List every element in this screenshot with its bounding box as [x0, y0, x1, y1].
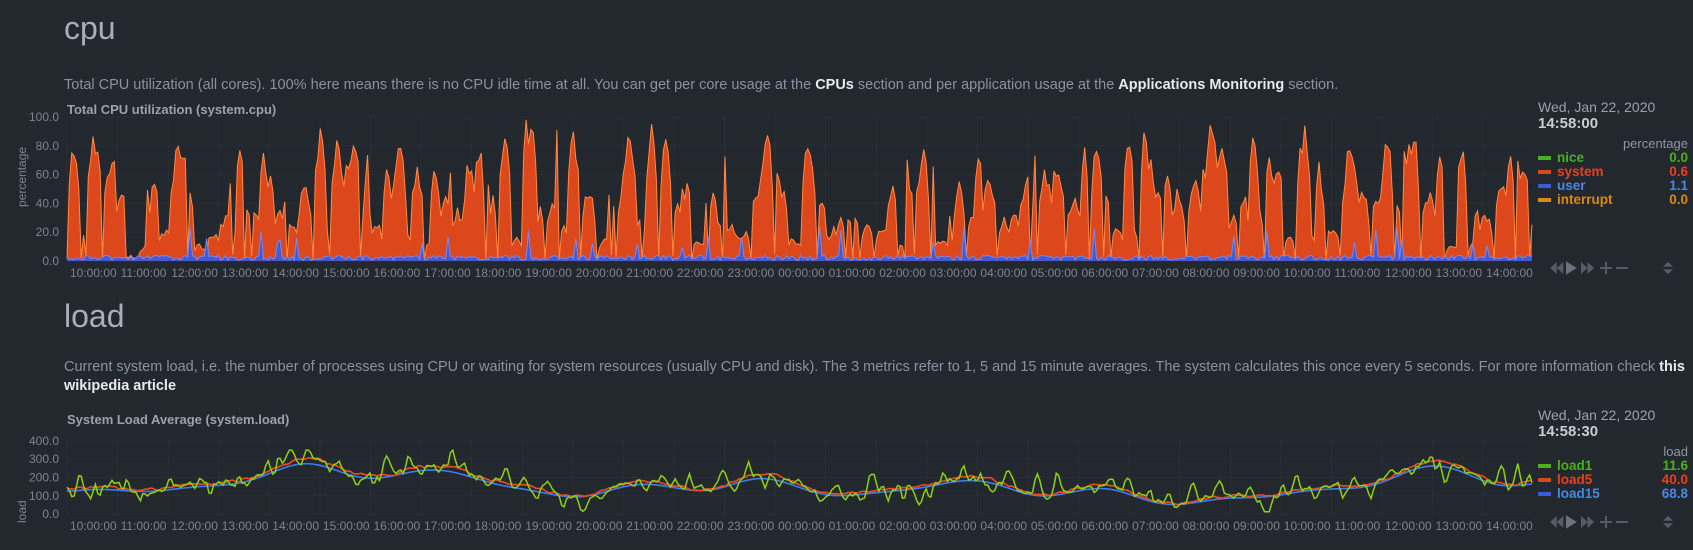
- svg-text:20:00:00: 20:00:00: [576, 519, 623, 533]
- svg-text:02:00:00: 02:00:00: [879, 519, 926, 533]
- svg-text:23:00:00: 23:00:00: [728, 519, 775, 533]
- svg-text:400.0: 400.0: [29, 434, 59, 448]
- svg-text:21:00:00: 21:00:00: [626, 519, 673, 533]
- svg-text:03:00:00: 03:00:00: [930, 519, 977, 533]
- svg-text:13:00:00: 13:00:00: [1436, 519, 1483, 533]
- svg-text:05:00:00: 05:00:00: [1031, 519, 1078, 533]
- svg-text:17:00:00: 17:00:00: [424, 519, 471, 533]
- svg-text:16:00:00: 16:00:00: [374, 519, 421, 533]
- svg-text:08:00:00: 08:00:00: [1183, 519, 1230, 533]
- svg-text:18:00:00: 18:00:00: [475, 519, 522, 533]
- svg-text:06:00:00: 06:00:00: [1082, 519, 1129, 533]
- svg-text:13:00:00: 13:00:00: [222, 519, 269, 533]
- svg-text:00:00:00: 00:00:00: [778, 519, 825, 533]
- svg-text:15:00:00: 15:00:00: [323, 519, 370, 533]
- svg-text:04:00:00: 04:00:00: [980, 519, 1027, 533]
- svg-text:0.0: 0.0: [42, 507, 59, 521]
- svg-text:11:00:00: 11:00:00: [1334, 519, 1380, 533]
- svg-text:14:00:00: 14:00:00: [272, 519, 319, 533]
- svg-text:12:00:00: 12:00:00: [171, 519, 218, 533]
- svg-text:10:00:00: 10:00:00: [70, 519, 117, 533]
- svg-text:300.0: 300.0: [29, 452, 59, 466]
- svg-text:07:00:00: 07:00:00: [1132, 519, 1179, 533]
- svg-text:200.0: 200.0: [29, 471, 59, 485]
- svg-text:14:00:00: 14:00:00: [1486, 519, 1533, 533]
- svg-text:01:00:00: 01:00:00: [829, 519, 876, 533]
- svg-text:12:00:00: 12:00:00: [1385, 519, 1432, 533]
- svg-text:09:00:00: 09:00:00: [1233, 519, 1280, 533]
- svg-text:19:00:00: 19:00:00: [525, 519, 572, 533]
- svg-text:22:00:00: 22:00:00: [677, 519, 724, 533]
- svg-text:100.0: 100.0: [29, 489, 59, 503]
- svg-text:11:00:00: 11:00:00: [121, 519, 167, 533]
- svg-text:10:00:00: 10:00:00: [1284, 519, 1331, 533]
